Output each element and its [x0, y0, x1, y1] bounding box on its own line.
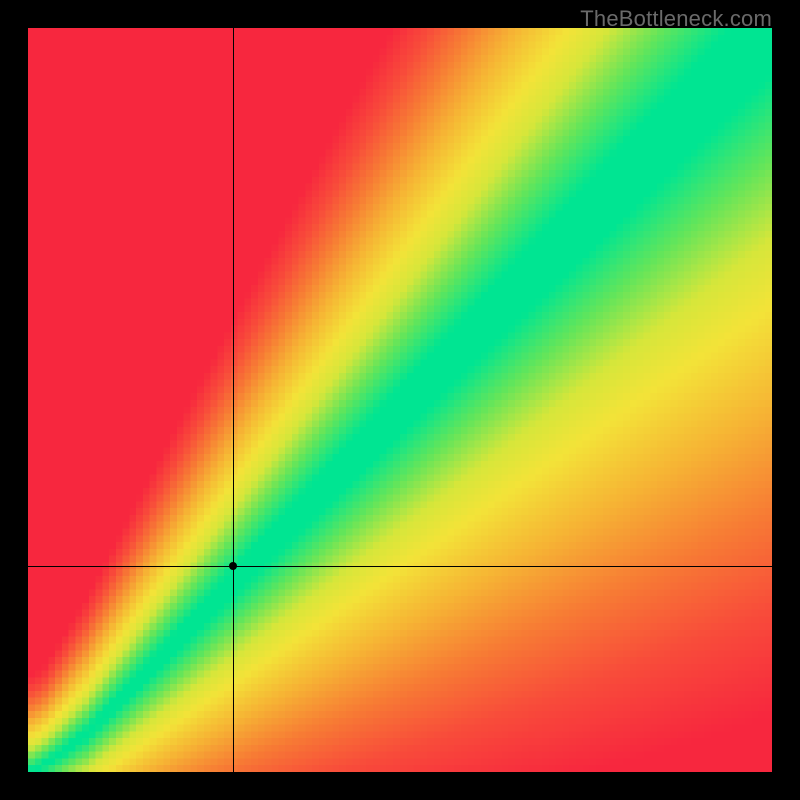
watermark-text: TheBottleneck.com — [580, 6, 772, 32]
marker-dot — [229, 562, 237, 570]
crosshair-vertical — [233, 28, 234, 772]
figure-container: TheBottleneck.com — [0, 0, 800, 800]
crosshair-horizontal — [28, 566, 772, 567]
bottleneck-heatmap — [28, 28, 772, 772]
plot-area — [28, 28, 772, 772]
